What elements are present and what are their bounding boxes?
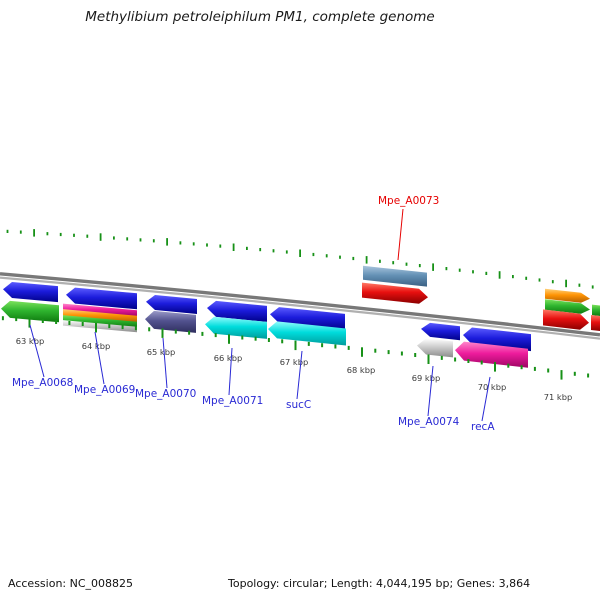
gene-arrow[interactable] (63, 315, 137, 328)
genome-info-text: Topology: circular; Length: 4,044,195 bp… (228, 577, 531, 590)
ruler-tick-rail (1, 316, 590, 380)
leader-line (228, 347, 233, 396)
gene-arrow-sucC[interactable] (268, 321, 346, 346)
accession-text: Accession: NC_008825 (8, 577, 134, 590)
gene-label-Mpe_A0073[interactable]: Mpe_A0073 (378, 195, 439, 207)
leader-line (427, 365, 434, 417)
ruler-label: 66 kbp (214, 353, 243, 363)
gene-label-sucC[interactable]: sucC (286, 399, 311, 411)
gene-arrow[interactable] (592, 304, 600, 316)
ruler-label: 64 kbp (82, 341, 111, 351)
genome-plot: 63 kbp 64 kbp 65 kbp 66 kbp 67 kbp 68 kbp 69 k… (0, 195, 600, 433)
leader-line (481, 376, 491, 422)
gene-arrow-Mpe_A0069[interactable] (63, 303, 137, 317)
gene-arrow[interactable] (545, 299, 590, 314)
gene-label-Mpe_A0068[interactable]: Mpe_A0068 (12, 377, 73, 389)
gene-arrow-Mpe_A0068[interactable] (1, 300, 59, 323)
ruler-labels: 63 kbp 64 kbp 65 kbp 66 kbp 67 kbp 68 kbp 69 k… (16, 336, 573, 402)
gene-arrow[interactable] (146, 295, 197, 314)
gene-arrow[interactable] (63, 309, 137, 323)
gene-label-Mpe_A0071[interactable]: Mpe_A0071 (202, 395, 263, 407)
leader-line (29, 324, 45, 378)
gene-label-Mpe_A0074[interactable]: Mpe_A0074 (398, 416, 460, 428)
ruler-label: 63 kbp (16, 336, 45, 346)
ruler-label: 70 kbp (478, 382, 507, 392)
gene-arrow-Mpe_A0073[interactable] (363, 265, 427, 287)
gene-arrow-Mpe_A0070[interactable] (145, 310, 196, 333)
ruler-label: 68 kbp (347, 365, 376, 375)
upper-tick-rail (6, 229, 594, 289)
genome-backbone-shadow (0, 276, 600, 340)
status-bar: Accession: NC_008825 Topology: circular;… (0, 575, 600, 600)
gene-arrow[interactable] (207, 300, 267, 322)
gene-track (1, 265, 600, 368)
gene-arrow[interactable] (362, 282, 428, 304)
gene-label-Mpe_A0070[interactable]: Mpe_A0070 (135, 388, 196, 400)
leader-line (397, 208, 404, 261)
ruler-label: 65 kbp (147, 347, 176, 357)
ruler-label: 71 kbp (544, 392, 573, 402)
genome-backbone (0, 272, 600, 337)
gene-arrow[interactable] (545, 288, 590, 303)
leader-line (296, 350, 303, 400)
gene-arrow[interactable] (591, 315, 600, 331)
gene-arrow-Mpe_A0074[interactable] (417, 338, 453, 358)
gene-arrow[interactable] (270, 307, 345, 330)
leader-line (162, 337, 168, 389)
leader-line (94, 331, 105, 385)
gene-arrow[interactable] (543, 309, 589, 330)
gene-label-Mpe_A0069[interactable]: Mpe_A0069 (74, 384, 135, 396)
gene-arrow-Mpe_A0071[interactable] (205, 316, 267, 339)
gene-arrow-recA[interactable] (455, 341, 528, 368)
gene-label-recA[interactable]: recA (471, 421, 495, 433)
gene-arrow[interactable] (66, 287, 137, 310)
ruler-label: 69 kbp (412, 373, 441, 383)
gene-arrow[interactable] (3, 282, 58, 303)
page-title: Methylibium petroleiphilum PM1, complete… (85, 9, 435, 25)
ruler-label: 67 kbp (280, 357, 309, 367)
gene-arrow[interactable] (63, 320, 137, 333)
gene-arrow[interactable] (421, 322, 460, 341)
